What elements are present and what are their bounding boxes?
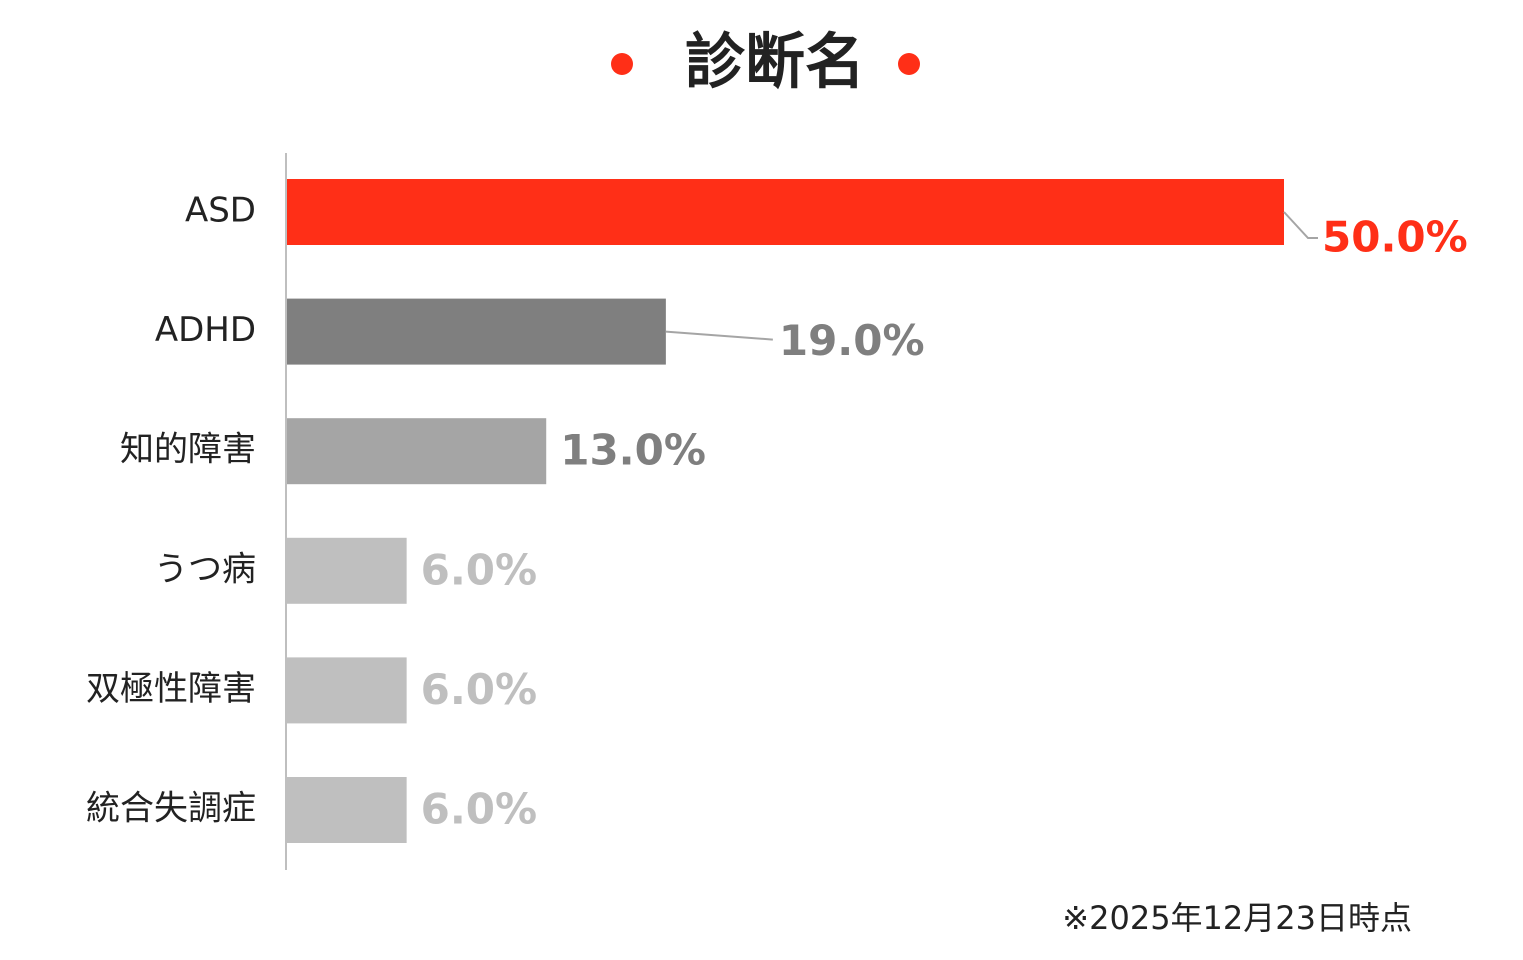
value-label: 13.0% [560,426,706,475]
category-label: 双極性障害 [86,669,256,709]
title-dot [898,53,920,75]
value-label: 6.0% [421,785,537,834]
value-label: 6.0% [421,665,537,714]
category-label: ASD [185,191,256,231]
leader-line [1283,211,1318,239]
bar [287,537,407,604]
chart-title: 診断名 [685,28,865,98]
leader-line [665,330,773,341]
value-label: 19.0% [779,316,925,365]
bar [287,657,407,724]
bar [287,179,1284,245]
category-label: 知的障害 [120,430,256,470]
category-label: 統合失調症 [86,789,256,829]
category-label: ADHD [155,310,256,350]
value-label: 6.0% [421,545,537,594]
bar [287,298,666,365]
title-dot [611,53,633,75]
bar [287,777,407,843]
bar [287,418,547,485]
value-label: 50.0% [1322,213,1468,262]
note: ※2025年12月23日時点 [1062,899,1412,937]
category-label: うつ病 [154,549,256,589]
